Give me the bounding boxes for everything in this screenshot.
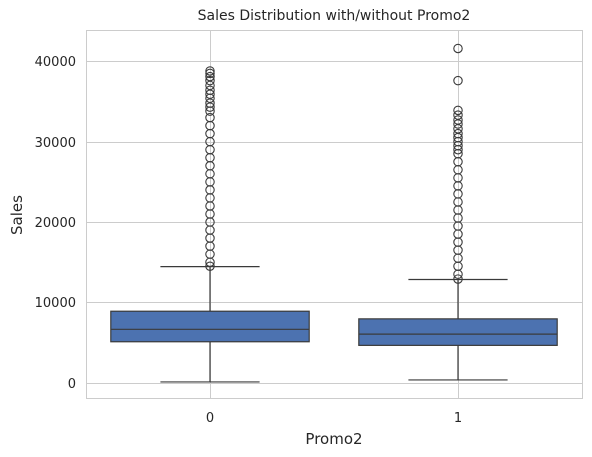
outlier-point — [205, 71, 215, 82]
outlier-point — [205, 85, 215, 96]
outlier-point — [205, 68, 215, 79]
outlier-point — [453, 105, 463, 116]
outlier-point — [453, 43, 463, 54]
outlier-point — [205, 112, 215, 123]
x-axis-label: Promo2 — [305, 430, 362, 448]
box-plots — [110, 43, 558, 383]
outlier-point — [453, 115, 463, 125]
grid-lines — [86, 30, 582, 398]
chart-title: Sales Distribution with/without Promo2 — [198, 8, 471, 24]
y-tick-labels: 0 10000 20000 30000 40000 — [35, 55, 76, 392]
plot-frame — [86, 30, 583, 399]
y-tick-label: 30000 — [35, 136, 76, 151]
outlier-point — [453, 75, 463, 86]
outlier-point — [205, 75, 215, 86]
outlier-point — [205, 66, 215, 76]
y-tick-label: 20000 — [35, 216, 76, 231]
box — [110, 310, 310, 343]
outlier-point — [453, 274, 463, 284]
outlier-point — [453, 128, 463, 139]
x-tick-label: 1 — [454, 411, 462, 426]
y-tick-label: 10000 — [35, 296, 76, 311]
y-tick-label: 0 — [68, 377, 76, 392]
y-axis-label: Sales — [8, 195, 26, 235]
outlier-point — [453, 110, 463, 120]
box — [358, 318, 558, 346]
y-tick-label: 40000 — [35, 55, 76, 70]
x-tick-label: 0 — [206, 411, 214, 426]
outlier-point — [205, 261, 215, 271]
